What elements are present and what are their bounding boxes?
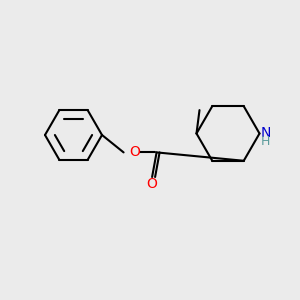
Text: O: O <box>146 177 157 190</box>
Text: H: H <box>261 135 270 148</box>
Text: N: N <box>261 126 272 140</box>
Text: O: O <box>130 146 140 159</box>
